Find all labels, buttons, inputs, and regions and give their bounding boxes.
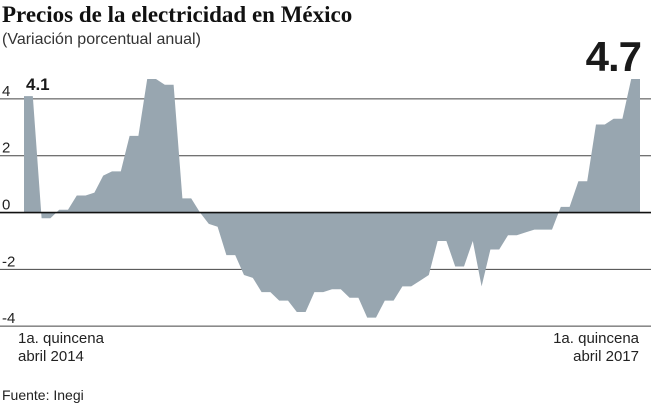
- annotation-last-value: 4.7: [586, 33, 641, 80]
- x-start-label-line2: abril 2014: [18, 348, 84, 365]
- x-end-label-line2: abril 2017: [573, 348, 639, 365]
- y-tick-label: 0: [2, 197, 10, 214]
- annotation-first-value: 4.1: [26, 75, 50, 94]
- source-note: Fuente: Inegi: [2, 387, 84, 403]
- plot-area: [24, 79, 640, 318]
- area-series: [24, 79, 640, 318]
- x-end-label-line1: 1a. quincena: [553, 330, 640, 347]
- chart-subtitle: (Variación porcentual anual): [2, 31, 201, 48]
- chart-title: Precios de la electricidad en México: [2, 2, 352, 27]
- y-tick-label: -4: [2, 310, 15, 327]
- y-tick-label: 4: [2, 83, 10, 100]
- y-tick-label: -2: [2, 253, 15, 270]
- annotations: 4.1 4.7: [26, 33, 642, 94]
- x-start-label-line1: 1a. quincena: [18, 330, 105, 347]
- y-axis: 4 2 0 -2 -4: [2, 83, 15, 327]
- y-tick-label: 2: [2, 140, 10, 157]
